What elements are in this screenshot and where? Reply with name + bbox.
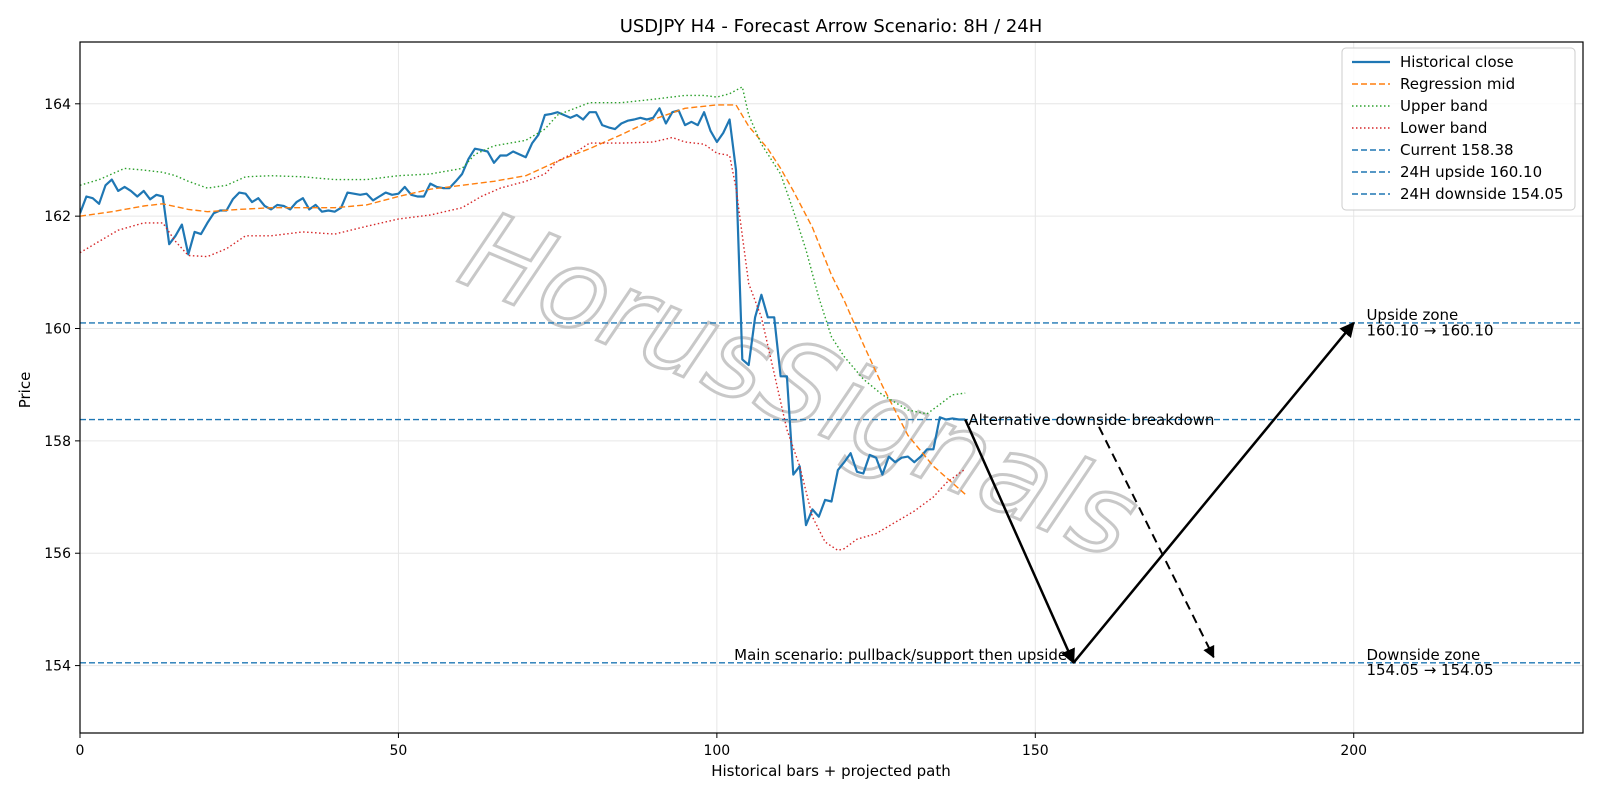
grid-lines	[79, 42, 1583, 733]
legend-label: 24H downside 154.05	[1400, 185, 1564, 203]
y-tick-label: 158	[44, 434, 71, 450]
y-axis-title: Price	[16, 372, 34, 409]
series-lines	[80, 86, 966, 552]
series-line-regression-mid	[80, 104, 966, 495]
y-tick-label: 164	[44, 97, 71, 113]
chart-title: USDJPY H4 - Forecast Arrow Scenario: 8H …	[620, 16, 1043, 37]
legend-label: Current 158.38	[1400, 141, 1514, 159]
y-tick-label: 160	[44, 322, 71, 338]
annotation-1: Main scenario: pullback/support then ups…	[734, 646, 1067, 664]
x-tick-label: 200	[1340, 743, 1367, 759]
series-line-historical-close	[80, 107, 966, 527]
x-tick-label: 100	[703, 743, 730, 759]
legend-label: Historical close	[1400, 53, 1514, 71]
annotation-2: Upside zone	[1366, 306, 1458, 324]
x-tick-label: 0	[76, 743, 85, 759]
annotation-4: Downside zone	[1366, 646, 1480, 664]
scenario-arrow-0	[964, 419, 1075, 665]
scenario-arrows	[964, 321, 1355, 665]
y-axis-ticks: 154 156 158 160 162 164	[44, 97, 80, 675]
y-tick-label: 156	[44, 546, 71, 562]
reference-lines	[80, 322, 1583, 664]
legend-label: 24H upside 160.10	[1400, 163, 1542, 181]
legend-label: Regression mid	[1400, 75, 1515, 93]
x-axis-title: Historical bars + projected path	[711, 762, 951, 780]
series-line-upper-band	[80, 86, 966, 415]
scenario-arrow-2	[1098, 426, 1215, 659]
legend: Historical close Regression mid Upper band…	[1341, 47, 1576, 211]
legend-box	[1341, 47, 1576, 211]
annotation-3: 160.10 → 160.10	[1366, 321, 1493, 339]
y-tick-label: 154	[44, 659, 71, 675]
y-tick-label: 162	[44, 209, 71, 225]
legend-label: Upper band	[1400, 97, 1488, 115]
x-tick-label: 150	[1022, 743, 1049, 759]
scenario-arrow-1	[1072, 321, 1355, 664]
annotation-0: Alternative downside breakdown	[968, 411, 1214, 429]
legend-label: Lower band	[1400, 119, 1487, 137]
annotations: Alternative downside breakdown Main scena…	[734, 306, 1493, 679]
plot-frame	[79, 41, 1584, 734]
x-tick-label: 50	[390, 743, 408, 759]
x-axis-ticks: 0 50 100 150 200	[76, 733, 1367, 759]
annotation-5: 154.05 → 154.05	[1366, 661, 1493, 679]
